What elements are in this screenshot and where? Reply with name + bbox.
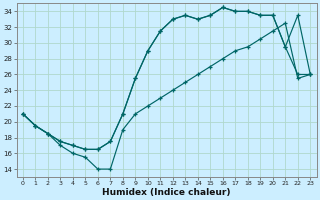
X-axis label: Humidex (Indice chaleur): Humidex (Indice chaleur): [102, 188, 231, 197]
